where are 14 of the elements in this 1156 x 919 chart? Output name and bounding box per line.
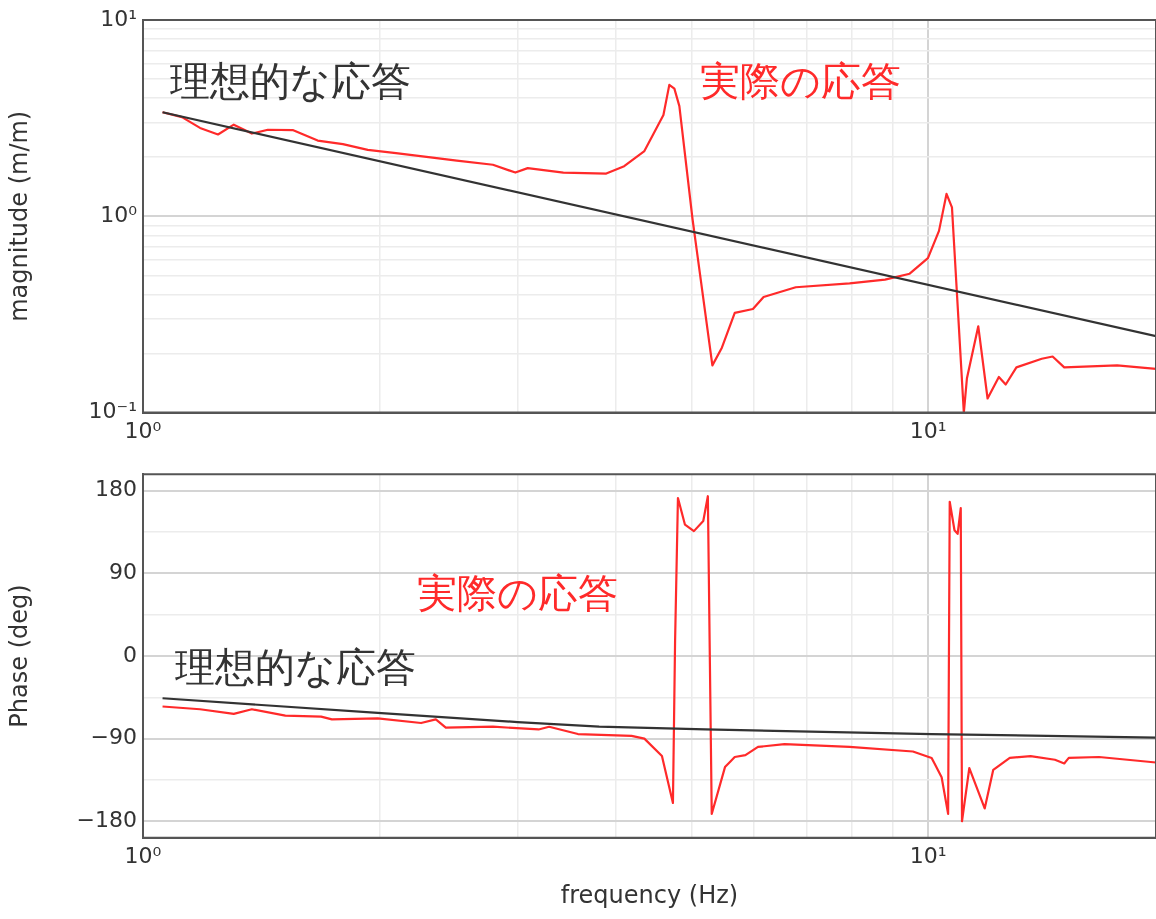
y-tick-label: 10⁰	[100, 202, 138, 228]
y-tick-label: 180	[95, 476, 137, 502]
y-tick-label: −180	[76, 806, 137, 832]
series-label: 実際の応答	[700, 57, 902, 104]
x-axis-title: frequency (Hz)	[560, 880, 739, 909]
y-tick-label: −90	[90, 724, 137, 750]
y-axis-title: Phase (deg)	[4, 584, 33, 728]
series-label: 理想的な応答	[175, 644, 417, 691]
y-tick-label: 0	[123, 641, 137, 667]
y-tick-label: 90	[109, 559, 137, 585]
y-axis-title: magnitude (m/m)	[4, 110, 33, 322]
series-label: 理想的な応答	[170, 57, 412, 104]
y-tick-label: 10¹	[100, 5, 137, 31]
series-label: 実際の応答	[416, 569, 618, 616]
